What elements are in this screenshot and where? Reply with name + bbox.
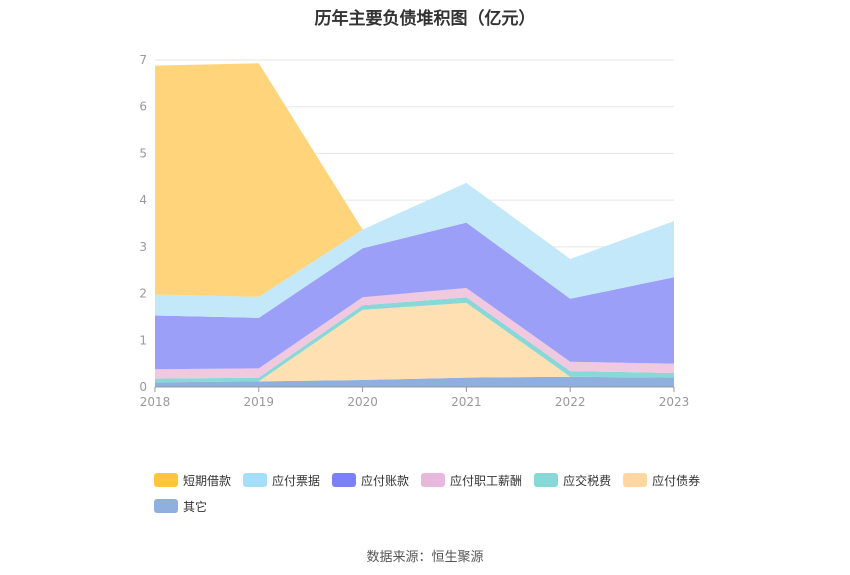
- area-series-应付账款: [155, 222, 674, 370]
- legend-label: 应付债券: [652, 473, 701, 488]
- legend-label: 应交税费: [563, 473, 612, 488]
- area-series-其它: [155, 376, 674, 387]
- area-series-应付债券: [155, 302, 674, 383]
- legend-swatch: [623, 473, 648, 487]
- legend-swatch: [243, 473, 268, 487]
- x-tick-label: 2020: [347, 395, 378, 409]
- y-tick-label: 1: [139, 333, 147, 347]
- legend-item[interactable]: 应付票据: [243, 472, 320, 488]
- legend-label: 短期借款: [183, 473, 232, 488]
- y-tick-label: 0: [139, 380, 147, 394]
- area-series-应付票据: [155, 182, 674, 318]
- axes: 0 1 2 3 4 5 6 7 2018 2019 2020 2021 2022 2023: [139, 53, 689, 409]
- legend-swatch: [421, 473, 446, 487]
- x-tick-label: 2018: [140, 395, 171, 409]
- legend-item[interactable]: 其它: [154, 498, 207, 514]
- y-tick-label: 5: [139, 146, 147, 160]
- legend-label: 应付职工薪酬: [450, 473, 523, 488]
- legend-swatch: [534, 473, 559, 487]
- legend-swatch: [154, 473, 178, 487]
- legend-item[interactable]: 应交税费: [534, 472, 611, 488]
- legend-item[interactable]: 短期借款: [154, 472, 231, 488]
- x-tick-label: 2023: [659, 395, 690, 409]
- chart-title: 历年主要负债堆积图（亿元）: [314, 9, 536, 29]
- data-source: 数据来源：恒生聚源: [366, 550, 484, 565]
- legend-item[interactable]: 应付职工薪酬: [421, 472, 522, 488]
- x-tick-label: 2022: [555, 395, 586, 409]
- x-tick-label: 2021: [451, 395, 482, 409]
- x-tick-label: 2019: [244, 395, 275, 409]
- legend-label: 其它: [183, 499, 208, 514]
- area-series-应付职工薪酬: [155, 287, 674, 379]
- stacked-area-chart: 0 1 2 3 4 5 6 7 2018 2019 2020 2021 2022 2023: [139, 53, 689, 409]
- legend: 短期借款 应付票据 应付账款 应付职工薪酬 应交税费 应付债券其它: [154, 472, 714, 524]
- legend-swatch: [154, 499, 178, 513]
- legend-item[interactable]: 应付账款: [332, 472, 409, 488]
- area-series-应交税费: [155, 297, 674, 383]
- legend-item[interactable]: 应付债券: [623, 472, 700, 488]
- legend-label: 应付账款: [361, 473, 410, 488]
- area-series-短期借款: [155, 63, 674, 297]
- legend-swatch: [332, 473, 357, 487]
- y-tick-label: 3: [139, 240, 147, 254]
- legend-label: 应付票据: [272, 473, 321, 488]
- y-tick-label: 4: [139, 193, 147, 207]
- y-tick-label: 6: [139, 100, 147, 114]
- area-series-group: [155, 63, 674, 387]
- y-tick-label: 7: [139, 53, 147, 67]
- y-tick-label: 2: [139, 287, 147, 301]
